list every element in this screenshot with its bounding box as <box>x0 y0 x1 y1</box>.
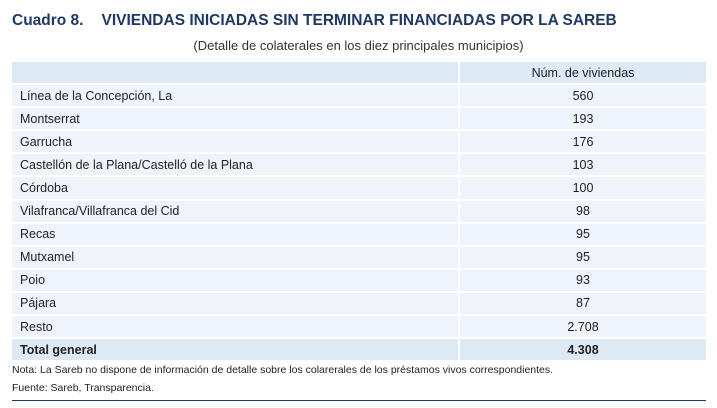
row-name: Montserrat <box>12 107 460 132</box>
row-name: Garrucha <box>12 130 460 155</box>
table-number: Cuadro 8. <box>12 12 84 29</box>
row-value: 93 <box>459 268 706 293</box>
row-name: Castellón de la Plana/Castelló de la Pla… <box>12 153 460 178</box>
row-name: Recas <box>12 222 460 247</box>
row-value: 95 <box>459 222 706 247</box>
total-label: Total general <box>12 338 460 363</box>
row-value: 95 <box>459 245 706 270</box>
row-value: 103 <box>459 153 706 178</box>
row-name: Línea de la Concepción, La <box>12 84 460 109</box>
table-row: Poio 93 <box>12 268 706 293</box>
table-title-text: VIVIENDAS INICIADAS SIN TERMINAR FINANCI… <box>101 12 617 29</box>
row-name: Resto <box>12 315 460 340</box>
column-header-viviendas: Núm. de viviendas <box>459 62 706 86</box>
table-row: Línea de la Concepción, La 560 <box>12 84 706 109</box>
table-row: Vilafranca/Villafranca del Cid 98 <box>12 199 706 224</box>
data-table: Núm. de viviendas Línea de la Concepción… <box>12 62 706 363</box>
table-note: Nota: La Sareb no dispone de información… <box>12 364 554 376</box>
row-name: Córdoba <box>12 176 460 201</box>
table-total-row: Total general 4.308 <box>12 338 706 363</box>
bottom-divider <box>12 400 706 401</box>
row-value: 176 <box>459 130 706 155</box>
table-row: Resto 2.708 <box>12 315 706 340</box>
row-name: Poio <box>12 268 460 293</box>
row-value: 193 <box>459 107 706 132</box>
table-subtitle: (Detalle de colaterales en los diez prin… <box>193 38 524 53</box>
table-row: Garrucha 176 <box>12 130 706 155</box>
table-title: Cuadro 8. VIVIENDAS INICIADAS SIN TERMINA… <box>12 12 617 30</box>
table-row: Mutxamel 95 <box>12 245 706 270</box>
row-value: 100 <box>459 176 706 201</box>
row-value: 87 <box>459 291 706 317</box>
table-source: Fuente: Sareb, Transparencia. <box>12 382 154 394</box>
row-name: Vilafranca/Villafranca del Cid <box>12 199 460 224</box>
table-header-row: Núm. de viviendas <box>12 62 706 86</box>
table-row: Recas 95 <box>12 222 706 247</box>
row-value: 560 <box>459 84 706 109</box>
total-value: 4.308 <box>459 338 706 363</box>
row-name: Mutxamel <box>12 245 460 270</box>
table-row: Pájara 87 <box>12 291 706 317</box>
row-value: 98 <box>459 199 706 224</box>
row-name: Pájara <box>12 291 460 317</box>
table-row: Córdoba 100 <box>12 176 706 201</box>
table-header-empty-cell <box>12 62 460 86</box>
table-row: Montserrat 193 <box>12 107 706 132</box>
table-row: Castellón de la Plana/Castelló de la Pla… <box>12 153 706 178</box>
row-value: 2.708 <box>459 315 706 340</box>
